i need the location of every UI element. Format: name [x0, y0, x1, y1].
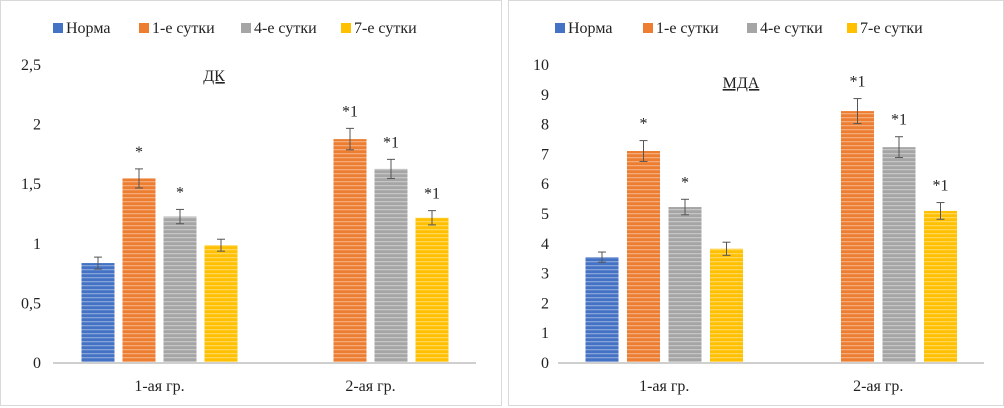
chart-panel-dk: Норма 1-е сутки 4-е сутки 7-е сутки 0 0,5 1 1,5… — [0, 0, 502, 406]
legend-label: 4-е сутки — [760, 20, 823, 37]
y-tick-label: 9 — [541, 87, 549, 104]
y-tick-label: 8 — [541, 117, 549, 134]
bar — [841, 111, 874, 362]
legend-label: 7-е сутки — [860, 20, 923, 37]
bar — [627, 151, 660, 362]
legend-swatch — [53, 23, 63, 33]
y-tick-label: 3 — [541, 266, 549, 283]
bar — [122, 178, 156, 362]
significance-label: * — [640, 116, 648, 133]
y-tick-label: 6 — [541, 176, 549, 193]
legend-label: 4-е сутки — [254, 20, 317, 37]
legend-swatch — [139, 23, 149, 33]
y-tick-label: 0 — [541, 355, 549, 372]
significance-label: * — [681, 174, 689, 191]
bar — [585, 257, 619, 362]
y-tick-label: 0 — [33, 355, 41, 372]
significance-label: * — [135, 144, 143, 161]
bar — [668, 207, 702, 362]
legend-label: 7-е сутки — [354, 20, 417, 37]
bar — [333, 139, 367, 362]
legend-swatch — [341, 23, 351, 33]
y-tick-label: 1 — [541, 325, 549, 342]
significance-label: *1 — [424, 186, 440, 203]
y-tick-label: 5 — [541, 206, 549, 223]
y-tick-label: 1,5 — [21, 176, 41, 193]
legend-label: 1-е сутки — [656, 20, 719, 37]
y-tick-label: 10 — [533, 57, 549, 74]
legend-label: Норма — [568, 20, 612, 37]
y-tick-label: 0,5 — [21, 295, 41, 312]
y-tick-label: 2 — [541, 295, 549, 312]
bar — [204, 245, 238, 362]
significance-label: *1 — [933, 178, 949, 195]
y-tick-label: 7 — [541, 146, 549, 163]
significance-label: * — [176, 184, 184, 201]
x-tick-label: 1-ая гр. — [639, 378, 689, 395]
chart-title: МДА — [723, 75, 760, 92]
y-tick-label: 2,5 — [21, 57, 41, 74]
chart-panel-mda: Норма 1-е сутки 4-е сутки 7-е сутки 0 1 2 3 4 5 6 7… — [508, 0, 1004, 406]
legend-label: Норма — [66, 20, 110, 37]
legend-swatch — [747, 23, 757, 33]
significance-label: *1 — [383, 134, 399, 151]
significance-label: *1 — [891, 112, 907, 129]
bar — [415, 217, 449, 362]
chart-dk: Норма 1-е сутки 4-е сутки 7-е сутки 0 0,5 1 1,5… — [21, 20, 476, 395]
legend-swatch — [241, 23, 251, 33]
legend-label: 1-е сутки — [152, 20, 215, 37]
significance-label: *1 — [342, 103, 358, 120]
bar — [924, 210, 957, 362]
bar — [81, 263, 115, 362]
y-tick-label: 4 — [541, 236, 549, 253]
bar — [710, 248, 743, 362]
x-tick-label: 2-ая гр. — [345, 378, 395, 395]
y-tick-label: 2 — [33, 117, 41, 134]
significance-label: *1 — [850, 74, 866, 91]
bar — [882, 147, 916, 362]
legend-swatch — [847, 23, 857, 33]
chart-title: ДК — [203, 68, 225, 85]
x-tick-label: 2-ая гр. — [853, 378, 903, 395]
y-tick-label: 1 — [33, 236, 41, 253]
chart-mda: Норма 1-е сутки 4-е сутки 7-е сутки 0 1 2 3 4 5 6 7… — [533, 20, 984, 395]
bar — [163, 216, 197, 362]
legend-swatch — [643, 23, 653, 33]
x-tick-label: 1-ая гр. — [134, 378, 184, 395]
legend-swatch — [555, 23, 565, 33]
bar — [374, 168, 408, 362]
